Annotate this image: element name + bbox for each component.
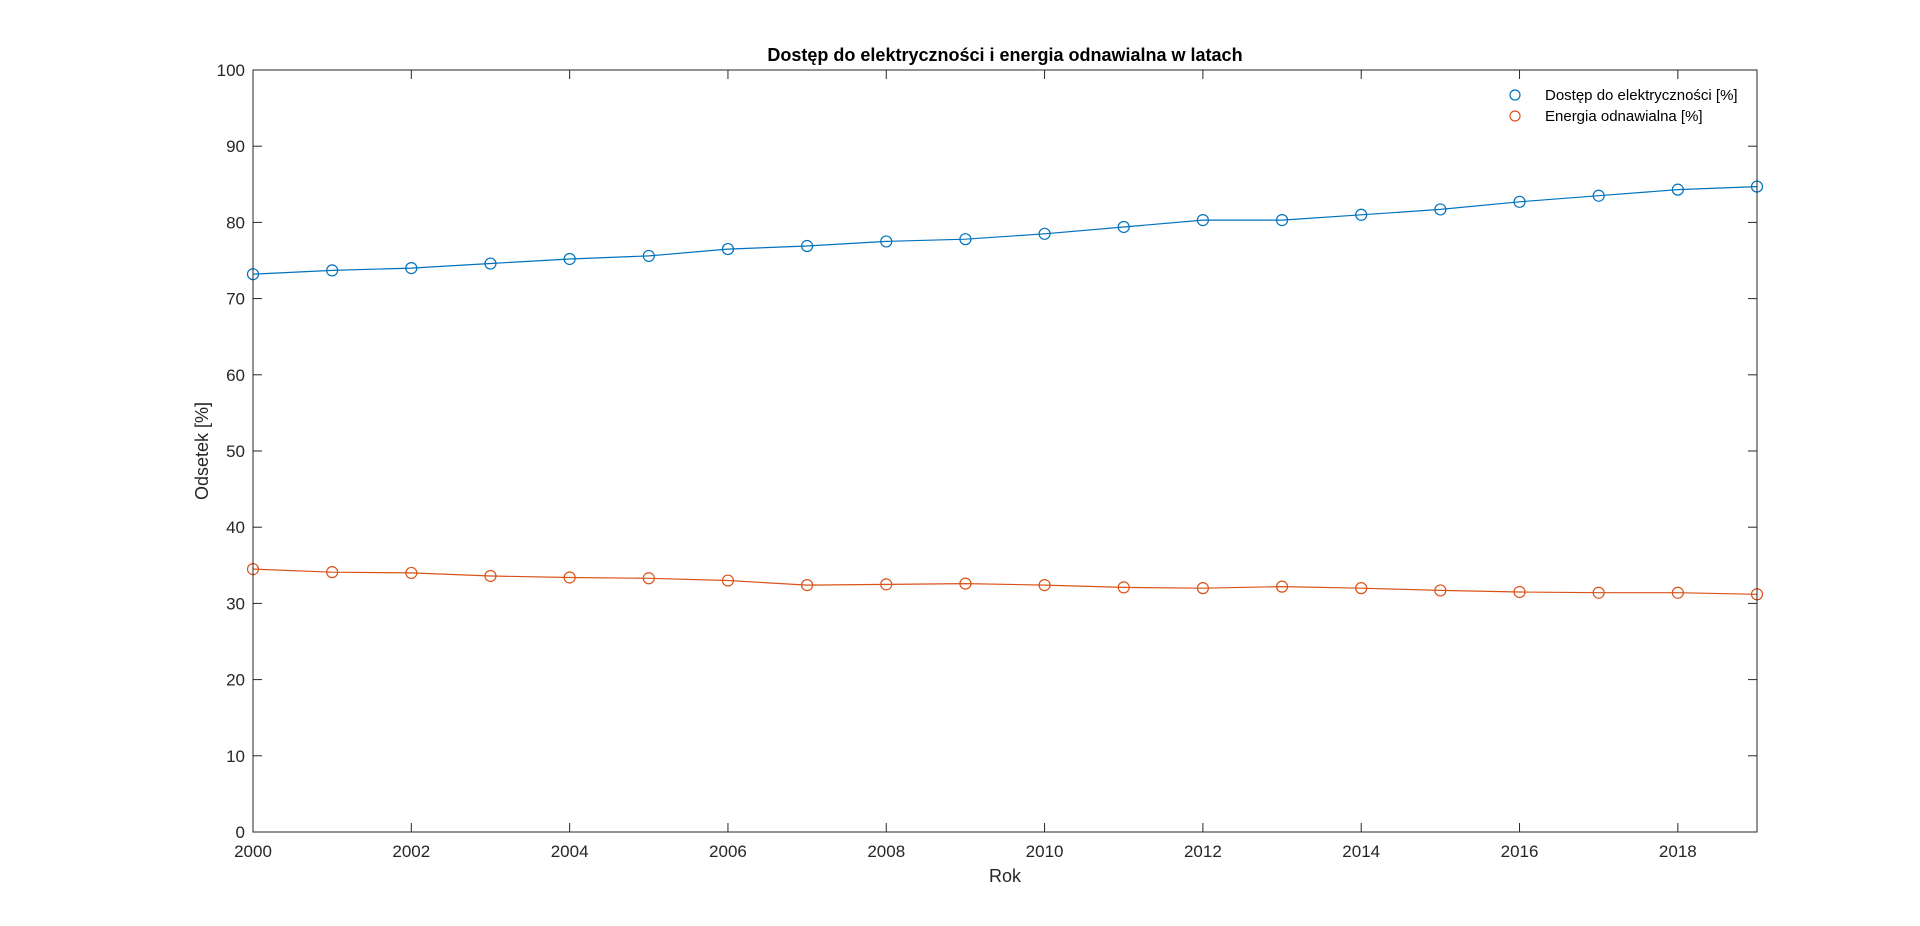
- x-tick-label: 2008: [867, 842, 905, 861]
- legend-marker-electricity: [1509, 89, 1521, 101]
- x-tick-label: 2004: [551, 842, 589, 861]
- y-tick-label: 70: [226, 290, 245, 309]
- x-tick-label: 2014: [1342, 842, 1380, 861]
- data-point-series-0: [1592, 189, 1605, 202]
- data-point-series-1: [1513, 585, 1526, 599]
- y-tick-label: 0: [236, 823, 245, 842]
- x-tick-label: 2016: [1501, 842, 1539, 861]
- data-point-series-0: [1671, 183, 1684, 196]
- data-point-series-1: [1038, 579, 1051, 592]
- data-point-series-0: [1275, 214, 1289, 227]
- data-point-series-1: [563, 571, 576, 584]
- data-point-series-0: [1117, 220, 1130, 234]
- data-point-series-0: [405, 262, 418, 275]
- data-point-series-1: [484, 569, 497, 583]
- y-tick-label: 90: [226, 137, 245, 156]
- x-tick-label: 2000: [234, 842, 272, 861]
- x-tick-label: 2002: [392, 842, 430, 861]
- data-point-series-0: [721, 242, 735, 256]
- data-point-series-1: [642, 572, 655, 585]
- legend: Dostęp do elektryczności [%] Energia odn…: [1509, 87, 1738, 125]
- data-point-series-0: [1038, 227, 1051, 240]
- y-tick-label: 10: [226, 747, 245, 766]
- y-tick-label: 100: [217, 61, 245, 80]
- data-point-series-1: [801, 579, 814, 592]
- x-tick-label: 2012: [1184, 842, 1222, 861]
- data-point-series-1: [721, 574, 735, 587]
- data-point-series-0: [880, 235, 893, 248]
- data-point-series-0: [1434, 203, 1447, 216]
- data-point-series-1: [959, 577, 972, 590]
- data-point-series-1: [1275, 580, 1289, 593]
- series-line-1: [252, 568, 1758, 595]
- y-axis-title: Odsetek [%]: [192, 402, 212, 500]
- data-point-series-1: [405, 566, 418, 580]
- data-point-series-1: [1434, 584, 1447, 597]
- data-point-series-1: [1355, 582, 1368, 595]
- series-line-0: [252, 186, 1758, 275]
- ticks-layer: 2000 2002 2004 2006 2008 2010 2012 2014 2016 2018…: [217, 61, 1757, 861]
- legend-marker-renewable: [1509, 110, 1521, 122]
- plot-area: [253, 70, 1757, 832]
- y-tick-label: 50: [226, 442, 245, 461]
- data-point-series-1: [880, 578, 893, 591]
- data-point-series-1: [1592, 586, 1605, 599]
- x-tick-label: 2006: [709, 842, 747, 861]
- data-point-series-1: [1196, 582, 1209, 595]
- data-point-series-1: [1671, 586, 1684, 599]
- data-point-series-0: [642, 249, 655, 263]
- x-tick-label: 2018: [1659, 842, 1697, 861]
- data-point-series-0: [563, 252, 576, 266]
- data-point-series-1: [1117, 581, 1130, 594]
- legend-label-renewable: Energia odnawialna [%]: [1545, 108, 1703, 125]
- x-axis-title: Rok: [989, 866, 1022, 886]
- y-tick-label: 30: [226, 594, 245, 613]
- data-point-series-0: [1513, 195, 1526, 208]
- axes-box: [252, 69, 1758, 833]
- data-point-series-0: [1355, 208, 1368, 221]
- x-tick-label: 2010: [1026, 842, 1064, 861]
- y-tick-label: 20: [226, 671, 245, 690]
- data-point-series-0: [801, 239, 814, 253]
- y-tick-label: 80: [226, 213, 245, 232]
- data-point-series-1: [326, 566, 339, 579]
- data-point-series-0: [326, 264, 339, 277]
- data-point-series-0: [1196, 214, 1209, 227]
- legend-label-electricity: Dostęp do elektryczności [%]: [1545, 87, 1738, 104]
- y-tick-label: 60: [226, 366, 245, 385]
- chart-title: Dostęp do elektryczności i energia odnaw…: [767, 45, 1242, 65]
- data-point-series-0: [959, 233, 972, 246]
- y-tick-label: 40: [226, 518, 245, 537]
- data-point-series-0: [484, 257, 497, 270]
